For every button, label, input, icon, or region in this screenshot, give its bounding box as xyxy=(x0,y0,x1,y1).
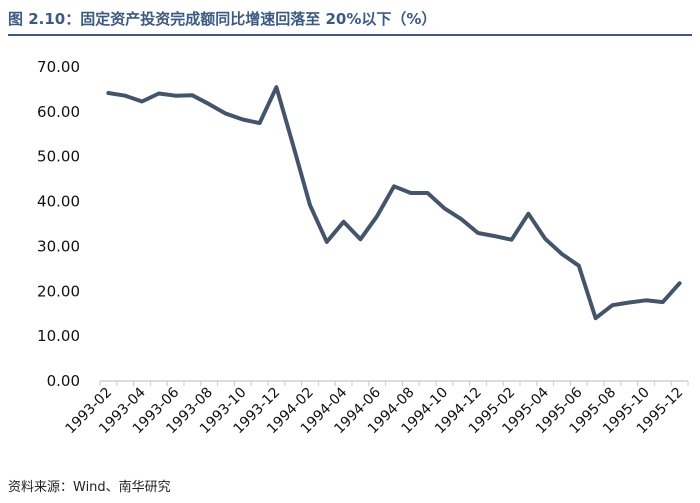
y-tick-label: 30.00 xyxy=(37,237,80,255)
title-bar: 图 2.10：固定资产投资完成额同比增速回落至 20%以下（%） xyxy=(8,6,692,36)
y-tick-label: 10.00 xyxy=(37,327,80,345)
y-tick-label: 0.00 xyxy=(47,372,80,390)
chart-title: 图 2.10：固定资产投资完成额同比增速回落至 20%以下（%） xyxy=(8,10,437,28)
y-tick-label: 50.00 xyxy=(37,148,80,166)
source-note: 资料来源：Wind、南华研究 xyxy=(8,480,171,495)
y-tick-label: 60.00 xyxy=(37,103,80,121)
y-tick-label: 20.00 xyxy=(37,282,80,300)
y-tick-label: 40.00 xyxy=(37,193,80,211)
y-tick-label: 70.00 xyxy=(37,58,80,76)
series-line xyxy=(106,85,682,321)
